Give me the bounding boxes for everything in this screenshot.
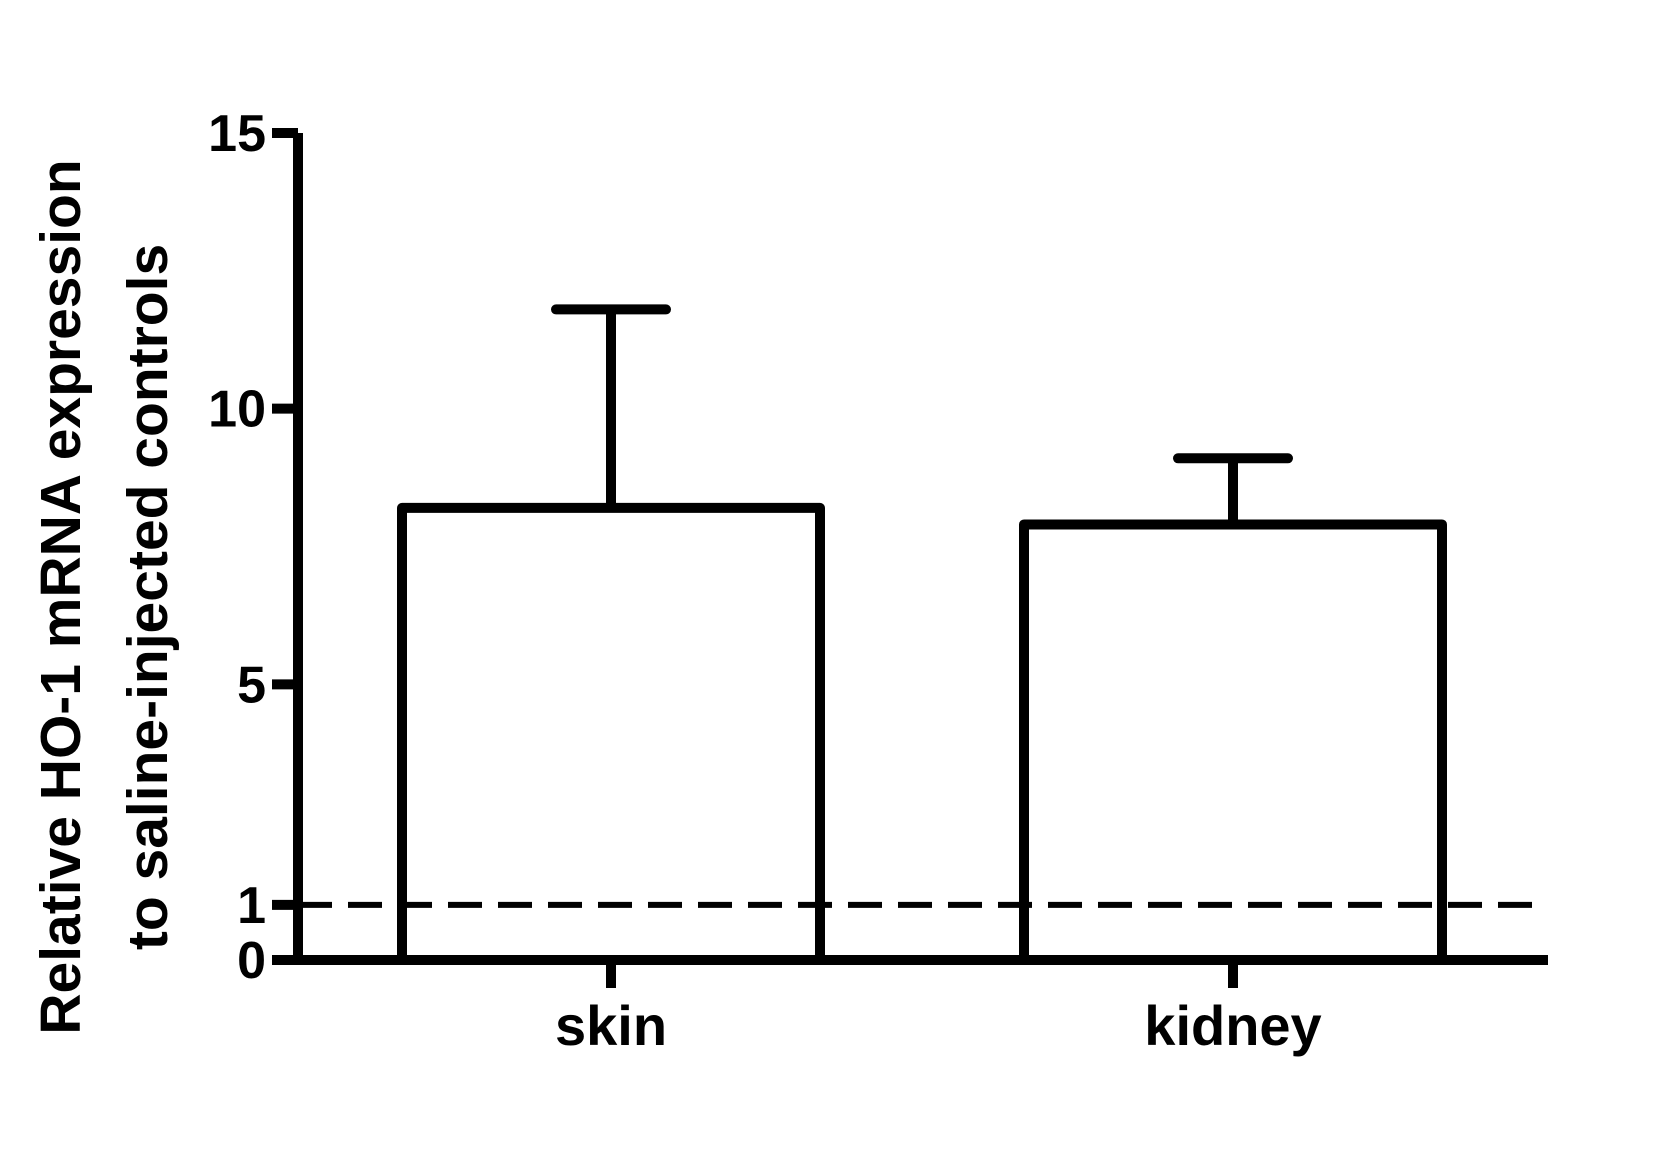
x-tick-label-skin: skin	[555, 994, 667, 1057]
y-tick-label-10: 10	[208, 381, 266, 439]
x-tick-label-kidney: kidney	[1144, 994, 1321, 1057]
y-tick-label-1: 1	[237, 877, 266, 935]
y-tick-label-5: 5	[237, 656, 266, 714]
bar-skin	[397, 502, 825, 965]
y-axis-title-line-1: Relative HO-1 mRNA expression	[29, 159, 93, 1034]
y-tick-label-0: 0	[237, 932, 266, 990]
y-tick-label-15: 15	[208, 105, 266, 163]
y-axis-title: Relative HO-1 mRNA expression to saline-…	[29, 159, 180, 1034]
y-axis-title-line-2: to saline-injected controls	[116, 244, 180, 950]
bar-kidney	[1019, 519, 1447, 965]
